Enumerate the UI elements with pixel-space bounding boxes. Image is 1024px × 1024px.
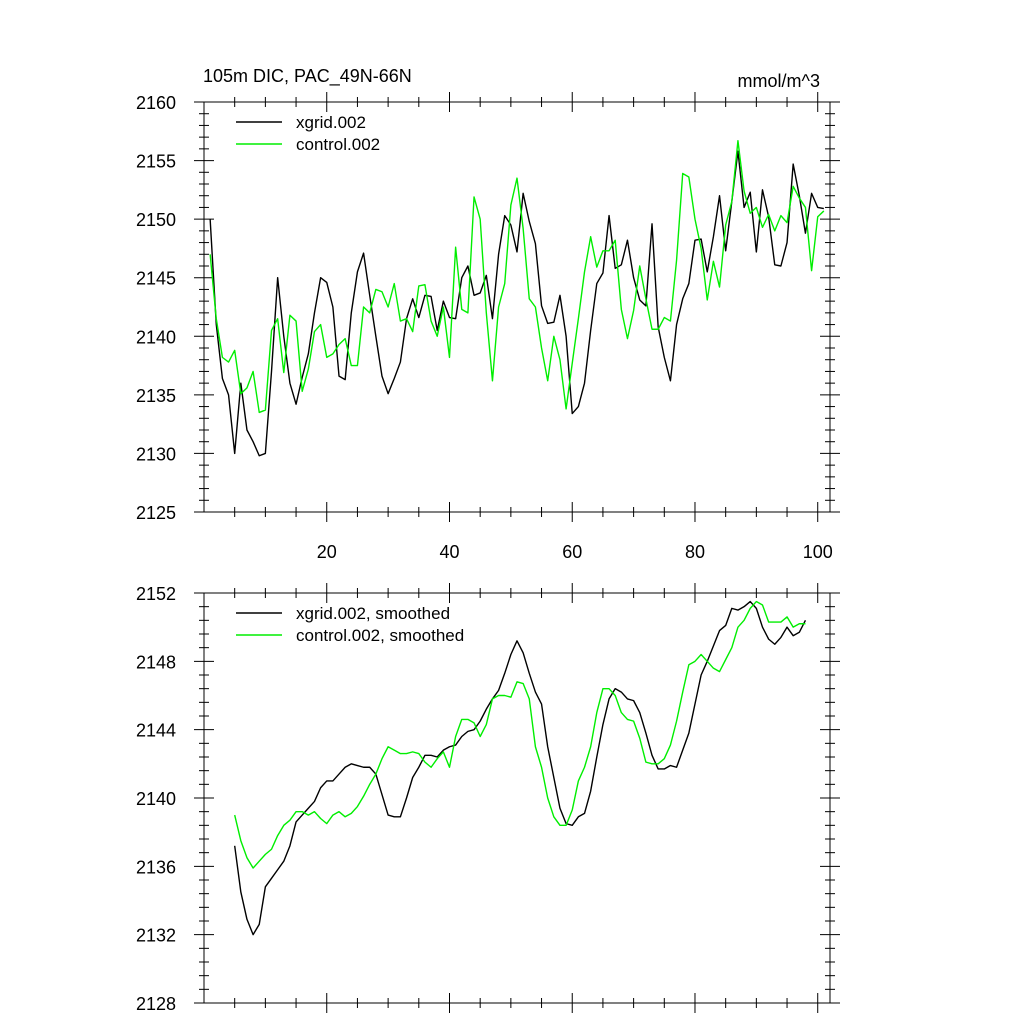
y-tick-label: 2125 <box>136 503 176 523</box>
y-tick-label: 2140 <box>136 327 176 347</box>
units-label: mmol/m^3 <box>738 71 820 91</box>
plot-frame <box>203 101 831 513</box>
legend-label: xgrid.002, smoothed <box>296 604 450 623</box>
x-tick-label: 100 <box>803 542 833 562</box>
y-tick-label: 2155 <box>136 152 176 172</box>
y-tick-label: 2148 <box>136 652 176 672</box>
axis-ticks <box>194 92 840 522</box>
y-tick-label: 2136 <box>136 857 176 877</box>
bottom-panel: 2128 2132 2136 2140 2144 2148 2152 xgrid.002, … <box>136 583 840 1014</box>
x-tick-label: 60 <box>562 542 582 562</box>
y-tick-label: 2152 <box>136 584 176 604</box>
series-line-control-002-smoothed <box>234 600 806 869</box>
legend-label: xgrid.002 <box>296 113 366 132</box>
y-tick-label: 2150 <box>136 210 176 230</box>
x-tick-label: 80 <box>685 542 705 562</box>
y-tick-label: 2145 <box>136 269 176 289</box>
axis-ticks <box>194 583 840 1013</box>
y-tick-label: 2144 <box>136 721 176 741</box>
axis-tick-labels: 20 40 60 80 100 2125 2130 2135 2140 2145 2150 2155 2… <box>136 93 833 562</box>
y-tick-label: 2160 <box>136 93 176 113</box>
top-panel: 105m DIC, PAC_49N-66N mmol/m^3 20 40 60 80 1… <box>136 66 840 562</box>
legend-label: control.002 <box>296 135 380 154</box>
y-tick-label: 2135 <box>136 386 176 406</box>
chart-title: 105m DIC, PAC_49N-66N <box>203 66 412 87</box>
plot-frame <box>203 592 831 1004</box>
series-line-xgrid-002 <box>209 150 824 457</box>
series-lines <box>209 139 825 457</box>
axis-tick-labels: 2128 2132 2136 2140 2144 2148 2152 <box>136 584 176 1014</box>
y-tick-label: 2130 <box>136 444 176 464</box>
y-tick-label: 2128 <box>136 994 176 1014</box>
series-line-control-002 <box>209 139 825 414</box>
legend: xgrid.002, smoothed control.002, smoothed <box>236 604 464 645</box>
x-tick-label: 20 <box>317 542 337 562</box>
y-tick-label: 2140 <box>136 789 176 809</box>
y-tick-label: 2132 <box>136 926 176 946</box>
series-line-xgrid-002-smoothed <box>233 600 807 936</box>
legend: xgrid.002 control.002 <box>236 113 380 154</box>
legend-label: control.002, smoothed <box>296 626 464 645</box>
series-lines <box>233 600 807 936</box>
x-tick-label: 40 <box>439 542 459 562</box>
